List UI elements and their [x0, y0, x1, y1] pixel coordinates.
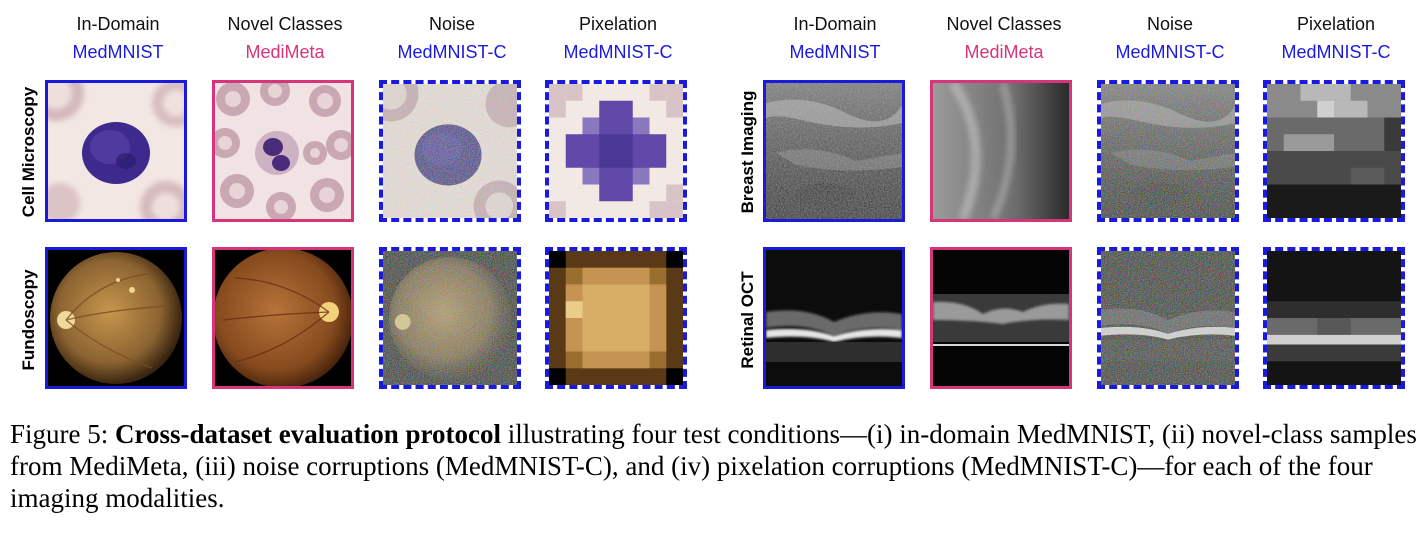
breast-imaging-in-domain-image [763, 80, 905, 222]
left-header-condition-1: In-Domain [76, 14, 160, 34]
right-header-condition-4: Pixelation [1296, 14, 1376, 34]
left-header-condition-3: Noise [428, 14, 476, 34]
fundoscopy-noise-image [379, 247, 521, 389]
cell-microscopy-noise-image [379, 80, 521, 222]
breast-imaging-pixelation-image [1263, 80, 1405, 222]
retinal-oct-novel-classes-image [930, 247, 1072, 389]
cell-microscopy-novel-classes-image [212, 80, 354, 222]
figure-caption: Figure 5: Cross-dataset evaluation proto… [10, 418, 1420, 514]
left-header-condition-2: Novel Classes [227, 14, 343, 34]
caption-bold-title: Cross-dataset evaluation protocol [115, 419, 501, 449]
retinal-oct-in-domain-image [763, 247, 905, 389]
fundoscopy-pixelation-image [545, 247, 687, 389]
caption-text: illustrating four test conditions—(i) in… [10, 419, 1417, 513]
breast-imaging-noise-image [1097, 80, 1239, 222]
fundoscopy-novel-classes-image [212, 247, 354, 389]
left-header-source-2: MediMeta [245, 42, 325, 62]
fundoscopy-in-domain-image [45, 247, 187, 389]
left-header-condition-4: Pixelation [578, 14, 658, 34]
row-label-retinal-oct: Retinal OCT [738, 271, 757, 369]
cell-microscopy-in-domain-image [45, 80, 187, 222]
row-label-fundoscopy: Fundoscopy [19, 269, 38, 371]
left-header-source-3: MedMNIST-C [397, 42, 507, 62]
cell-microscopy-pixelation-image [545, 80, 687, 222]
retinal-oct-noise-image [1097, 247, 1239, 389]
left-header-source-4: MedMNIST-C [563, 42, 673, 62]
right-header-source-3: MedMNIST-C [1115, 42, 1225, 62]
row-label-breast-imaging: Breast Imaging [738, 90, 757, 214]
right-header-condition-1: In-Domain [793, 14, 877, 34]
breast-imaging-novel-classes-image [930, 80, 1072, 222]
row-label-cell-microscopy: Cell Microscopy [19, 86, 38, 218]
right-header-source-1: MedMNIST [789, 42, 881, 62]
right-header-condition-2: Novel Classes [946, 14, 1062, 34]
left-header-source-1: MedMNIST [72, 42, 164, 62]
right-header-source-4: MedMNIST-C [1281, 42, 1391, 62]
right-header-source-2: MediMeta [964, 42, 1044, 62]
right-header-condition-3: Noise [1146, 14, 1194, 34]
retinal-oct-pixelation-image [1263, 247, 1405, 389]
caption-label: Figure 5: [10, 419, 109, 449]
